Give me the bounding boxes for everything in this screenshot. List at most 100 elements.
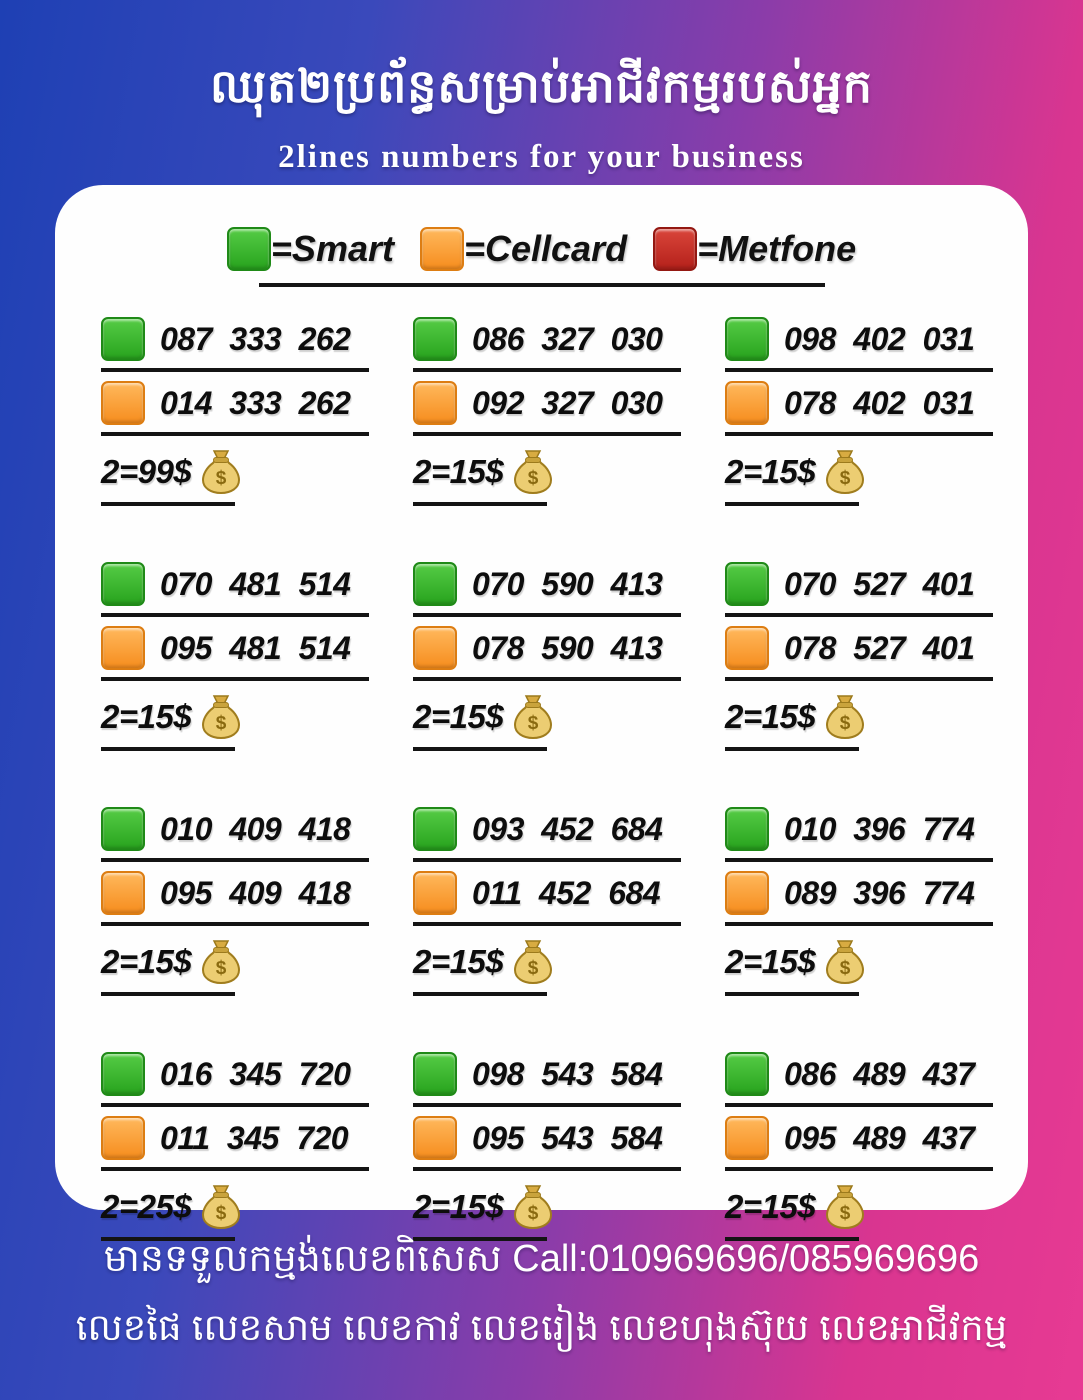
smart-number-line: 070 481 514 (101, 562, 369, 617)
metfone-swatch-icon (653, 227, 698, 271)
money-bag-icon: $ (826, 695, 865, 739)
offer-block: 070 590 413 078 590 413 2=15$ $ (413, 562, 681, 751)
price-underline (725, 502, 859, 506)
offer-block: 010 396 774 089 396 774 2=15$ $ (725, 807, 993, 996)
offer-price: 2=15$ (413, 453, 504, 490)
offer-price: 2=15$ (725, 453, 816, 490)
smart-swatch-icon (725, 807, 769, 851)
price-underline (725, 747, 859, 751)
cellcard-number-line: 095 543 584 (413, 1116, 681, 1171)
cellcard-number: 078 590 413 (472, 629, 663, 666)
price-underline (101, 747, 235, 751)
smart-number: 016 345 720 (160, 1055, 351, 1092)
cellcard-number-line: 011 345 720 (101, 1116, 369, 1171)
smart-number: 070 590 413 (472, 565, 663, 602)
price-row: 2=15$ $ (101, 695, 369, 739)
price-underline (413, 992, 547, 996)
price-row: 2=15$ $ (413, 450, 681, 494)
money-bag-icon: $ (202, 1185, 241, 1229)
cellcard-swatch-icon (413, 1116, 457, 1160)
offer-block: 087 333 262 014 333 262 2=99$ $ (101, 317, 369, 506)
smart-number: 010 409 418 (160, 810, 351, 847)
smart-number: 098 543 584 (472, 1055, 663, 1092)
smart-swatch-icon (413, 1052, 457, 1096)
cellcard-number: 095 481 514 (160, 629, 351, 666)
smart-number: 086 327 030 (472, 320, 663, 357)
smart-swatch-icon (413, 317, 457, 361)
price-underline (101, 992, 235, 996)
cellcard-swatch-icon (725, 1116, 769, 1160)
legend-label-cellcard: =Cellcard (463, 228, 628, 269)
offer-price: 2=15$ (413, 698, 504, 735)
offer-block: 086 327 030 092 327 030 2=15$ $ (413, 317, 681, 506)
offer-price: 2=15$ (413, 1188, 504, 1225)
cellcard-swatch-icon (725, 381, 769, 425)
smart-swatch-icon (725, 562, 769, 606)
cellcard-swatch-icon (413, 626, 457, 670)
offer-block: 016 345 720 011 345 720 2=25$ $ (101, 1052, 369, 1241)
cellcard-swatch-icon (101, 871, 145, 915)
legend-item-metfone: =Metfone (653, 227, 856, 271)
offer-block: 086 489 437 095 489 437 2=15$ $ (725, 1052, 993, 1241)
smart-number: 010 396 774 (784, 810, 975, 847)
money-bag-icon: $ (514, 695, 553, 739)
smart-number-line: 098 543 584 (413, 1052, 681, 1107)
price-underline (101, 1237, 235, 1241)
offer-price: 2=15$ (101, 943, 192, 980)
price-row: 2=15$ $ (413, 1185, 681, 1229)
legend-item-cellcard: =Cellcard (419, 227, 628, 271)
smart-number-line: 087 333 262 (101, 317, 369, 372)
price-row: 2=25$ $ (101, 1185, 369, 1229)
cellcard-number: 014 333 262 (160, 384, 351, 421)
smart-swatch-icon (101, 1052, 145, 1096)
smart-swatch-icon (725, 1052, 769, 1096)
cellcard-number-line: 089 396 774 (725, 871, 993, 926)
smart-number-line: 098 402 031 (725, 317, 993, 372)
price-underline (725, 992, 859, 996)
legend-label-smart: =Smart (270, 228, 394, 269)
offer-block: 070 527 401 078 527 401 2=15$ $ (725, 562, 993, 751)
cellcard-number-line: 011 452 684 (413, 871, 681, 926)
offer-price: 2=15$ (101, 698, 192, 735)
offer-price: 2=25$ (101, 1188, 192, 1225)
offer-block: 093 452 684 011 452 684 2=15$ $ (413, 807, 681, 996)
money-bag-icon: $ (826, 450, 865, 494)
cellcard-swatch-icon (419, 227, 464, 271)
cellcard-number-line: 014 333 262 (101, 381, 369, 436)
money-bag-icon: $ (826, 1185, 865, 1229)
smart-swatch-icon (725, 317, 769, 361)
svg-text:$: $ (840, 958, 851, 979)
footer-categories-line: លេខផៃ លេខសាម លេខកាវ លេខរៀង លេខហុងស៊ុយ លេ… (75, 1307, 1008, 1348)
money-bag-icon: $ (514, 450, 553, 494)
money-bag-icon: $ (202, 450, 241, 494)
offer-price: 2=99$ (101, 453, 192, 490)
price-underline (101, 502, 235, 506)
smart-number-line: 070 590 413 (413, 562, 681, 617)
money-bag-icon: $ (202, 695, 241, 739)
smart-number: 086 489 437 (784, 1055, 975, 1092)
cellcard-swatch-icon (101, 1116, 145, 1160)
offer-block: 010 409 418 095 409 418 2=15$ $ (101, 807, 369, 996)
smart-number: 093 452 684 (472, 810, 663, 847)
cellcard-number-line: 095 409 418 (101, 871, 369, 926)
offer-price: 2=15$ (725, 1188, 816, 1225)
price-underline (413, 747, 547, 751)
cellcard-number: 078 527 401 (784, 629, 975, 666)
smart-number-line: 016 345 720 (101, 1052, 369, 1107)
svg-text:$: $ (528, 1203, 539, 1224)
offer-price: 2=15$ (725, 943, 816, 980)
footer-contact-line: មានទទួលកម្មង់លេខពិសេស Call:010969696/085… (103, 1238, 980, 1280)
legend-underline (258, 283, 825, 287)
smart-number: 098 402 031 (784, 320, 975, 357)
page-subtitle: 2lines numbers for your business (278, 139, 805, 175)
smart-swatch-icon (413, 562, 457, 606)
legend-label-metfone: =Metfone (697, 228, 857, 269)
svg-text:$: $ (840, 713, 851, 734)
smart-swatch-icon (226, 227, 271, 271)
smart-number-line: 093 452 684 (413, 807, 681, 862)
smart-swatch-icon (101, 562, 145, 606)
cellcard-number: 078 402 031 (784, 384, 975, 421)
cellcard-number: 011 452 684 (472, 874, 661, 911)
svg-text:$: $ (528, 958, 539, 979)
svg-text:$: $ (840, 468, 851, 489)
